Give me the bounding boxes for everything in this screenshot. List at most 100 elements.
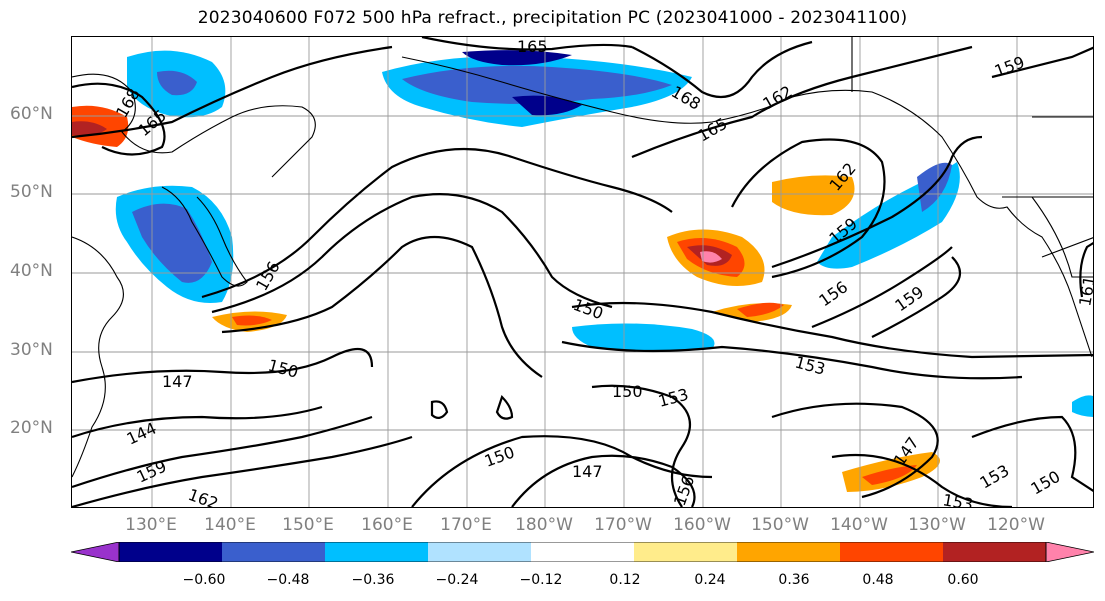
contour-153-se — [831, 453, 1013, 507]
contour-label: 150 — [266, 356, 300, 382]
contour-label: 159 — [992, 52, 1027, 80]
lon-label-140e: 140°E — [204, 515, 256, 535]
colorbar-segment — [840, 542, 944, 562]
lon-label-130e: 130°E — [125, 515, 177, 535]
contour-147-se — [771, 402, 939, 499]
lon-label-170w: 170°W — [594, 515, 652, 535]
contour-144-west — [72, 405, 323, 439]
lon-label-160w: 160°W — [673, 515, 731, 535]
colorbar-segment — [222, 542, 326, 562]
contour-label: 165 — [517, 37, 548, 56]
colorbar-segment — [943, 542, 1047, 562]
contour-label: 153 — [977, 461, 1013, 493]
colorbar-tick: 0.48 — [862, 572, 894, 588]
contour-150-central — [571, 301, 1093, 359]
contour-162-sw — [72, 435, 413, 507]
colorbar — [71, 542, 1094, 562]
lon-label-170e: 170°E — [440, 515, 492, 535]
lon-label-150e: 150°E — [282, 515, 334, 535]
contour-label: 161 — [1075, 274, 1094, 307]
colorbar-tick: −0.36 — [351, 572, 395, 588]
contour-label: 162 — [186, 485, 221, 508]
contour-label: 165 — [695, 114, 731, 146]
contour-label: 147 — [162, 372, 193, 391]
colorbar-tick: −0.60 — [182, 572, 226, 588]
contour-147-west — [72, 347, 374, 384]
refractivity-contours — [72, 37, 1093, 507]
contour-150-south — [411, 435, 713, 507]
contour-168-north — [631, 40, 813, 99]
colorbar-tick: −0.48 — [266, 572, 310, 588]
contour-159-east — [871, 256, 962, 338]
border-us — [1031, 196, 1093, 278]
colorbar-outline — [118, 542, 1047, 562]
colorbar-segment — [119, 542, 223, 562]
map-title: 2023040600 F072 500 hPa refract., precip… — [197, 8, 908, 28]
lon-label-130w: 130°W — [908, 515, 966, 535]
colorbar-tick: 0.24 — [694, 572, 726, 588]
contour-label: 153 — [793, 353, 827, 379]
contour-label: 150 — [612, 382, 643, 401]
shade-orange-north — [772, 175, 855, 216]
coastlines — [72, 37, 1093, 478]
shade-darkblue-okhotsk — [157, 70, 197, 96]
shade-darkred-west — [72, 121, 107, 136]
contour-label: 150 — [1028, 467, 1064, 499]
contour-label: 147 — [572, 462, 603, 481]
contour-159-ne — [991, 46, 1093, 79]
colorbar-extend-low — [71, 542, 120, 562]
shade-blue-central — [572, 323, 715, 352]
lon-label-120w: 120°W — [987, 515, 1045, 535]
colorbar-segment — [634, 542, 738, 562]
colorbar-segment — [428, 542, 532, 562]
shade-navy-bering-2 — [512, 95, 582, 116]
contour-closed-small-1 — [495, 394, 514, 420]
lat-label-30n: 30°N — [10, 340, 53, 360]
colorbar-segment — [531, 542, 635, 562]
lon-label-150w: 150°W — [751, 515, 809, 535]
shade-pink-central — [700, 251, 722, 263]
contour-159-gulf — [771, 135, 983, 269]
lon-label-160e: 160°E — [361, 515, 413, 535]
contour-label: 150 — [482, 442, 517, 470]
shade-red-southjapan — [232, 315, 272, 326]
contour-label: 153 — [656, 385, 690, 411]
contour-161-edge — [1079, 241, 1093, 298]
contour-159-sw — [72, 415, 373, 489]
contour-153-arc — [211, 193, 613, 314]
lon-label-140w: 140°W — [830, 515, 888, 535]
precip-shading — [72, 50, 1093, 492]
colorbar-tick: 0.60 — [947, 572, 979, 588]
shade-navy-bering — [462, 50, 572, 66]
lat-label-50n: 50°N — [10, 182, 53, 202]
contour-156-arc — [201, 147, 673, 299]
colorbar-extend-high — [1045, 542, 1094, 562]
contour-162-north — [631, 45, 973, 159]
contour-156-south — [591, 384, 692, 507]
shade-blue-california — [1072, 395, 1093, 417]
shade-red-mid — [737, 302, 784, 317]
border-lines — [851, 37, 1093, 198]
colorbar-tick: −0.24 — [435, 572, 479, 588]
shade-midblue-bering — [402, 65, 672, 104]
lat-label-60n: 60°N — [10, 104, 53, 124]
colorbar-tick: 0.36 — [778, 572, 810, 588]
map-panel: 165 168 165 168 165 162 159 162 159 156 … — [71, 36, 1094, 508]
contour-label: 156 — [815, 277, 851, 310]
lat-label-20n: 20°N — [10, 418, 53, 438]
contour-147-south — [511, 454, 696, 507]
contour-150-se — [971, 415, 1093, 493]
lon-label-180w: 180°W — [515, 515, 573, 535]
coast-alaska — [401, 56, 1093, 358]
colorbar-segment — [325, 542, 429, 562]
colorbar-tick: 0.12 — [609, 572, 641, 588]
contour-165-west — [72, 45, 393, 139]
contour-165-north — [421, 37, 633, 51]
contour-153-central — [561, 340, 1023, 380]
coast-okhotsk — [72, 73, 316, 178]
colorbar-tick: −0.12 — [519, 572, 563, 588]
contour-label: 150 — [571, 295, 606, 323]
map-canvas: 165 168 165 168 165 162 159 162 159 156 … — [72, 37, 1094, 508]
lat-label-40n: 40°N — [10, 261, 53, 281]
contour-150-arc — [221, 236, 543, 378]
